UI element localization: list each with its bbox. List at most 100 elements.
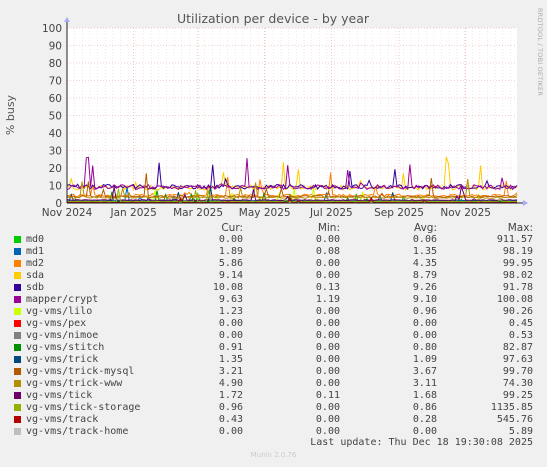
legend-swatch bbox=[14, 356, 21, 363]
legend-max-value: 74.30 bbox=[502, 378, 533, 389]
header-min: Min: bbox=[317, 222, 340, 234]
legend-row: vg-vms/stitch 0.91 0.00 0.80 82.87 bbox=[0, 342, 547, 354]
legend-avg-value: 0.80 bbox=[412, 342, 437, 353]
legend-max-value: 1135.85 bbox=[490, 402, 533, 413]
legend-max-value: 0.45 bbox=[508, 318, 533, 329]
legend-min-value: 0.00 bbox=[315, 402, 340, 413]
legend-swatch bbox=[14, 344, 21, 351]
legend-row: vg-vms/trick 1.35 0.00 1.09 97.63 bbox=[0, 354, 547, 366]
y-tick-label: 60 bbox=[49, 93, 62, 105]
legend-min-value: 0.00 bbox=[315, 270, 340, 281]
legend-min-value: 0.00 bbox=[315, 378, 340, 389]
legend-label: vg-vms/tick bbox=[26, 390, 93, 401]
legend-cur-value: 1.35 bbox=[218, 354, 243, 365]
legend-avg-value: 0.28 bbox=[412, 414, 437, 425]
legend-row: vg-vms/track-home 0.00 0.00 0.00 5.89 bbox=[0, 426, 547, 438]
legend-min-value: 0.00 bbox=[315, 414, 340, 425]
header-cur: Cur: bbox=[221, 222, 243, 234]
legend-label: vg-vms/track bbox=[26, 414, 99, 425]
legend-swatch bbox=[14, 320, 21, 327]
series-line-mapper-crypt bbox=[66, 156, 518, 191]
y-ticks: 0 10 20 30 40 50 60 70 80 90 100 bbox=[42, 23, 62, 210]
munin-version: Munin 2.0.76 bbox=[250, 451, 297, 459]
legend-min-value: 0.00 bbox=[315, 258, 340, 269]
legend-min-value: 0.00 bbox=[315, 354, 340, 365]
legend-cur-value: 1.23 bbox=[218, 306, 243, 317]
legend-swatch bbox=[14, 416, 21, 423]
legend-swatch bbox=[14, 404, 21, 411]
legend-row: vg-vms/track 0.43 0.00 0.28 545.76 bbox=[0, 414, 547, 426]
legend-min-value: 1.19 bbox=[315, 294, 340, 305]
legend-label: md0 bbox=[26, 234, 45, 245]
legend-max-value: 0.53 bbox=[508, 330, 533, 341]
chart-title: Utilization per device - by year bbox=[177, 11, 370, 26]
legend-min-value: 0.00 bbox=[315, 318, 340, 329]
legend-label: vg-vms/pex bbox=[26, 318, 87, 329]
last-update: Last update: Thu Dec 18 19:30:08 2025 bbox=[310, 437, 533, 448]
legend-avg-value: 1.09 bbox=[412, 354, 437, 365]
x-tick-label: May 2025 bbox=[239, 207, 291, 219]
legend-avg-value: 9.10 bbox=[412, 294, 437, 305]
y-tick-label: 80 bbox=[49, 58, 62, 70]
legend-cur-value: 0.00 bbox=[218, 318, 243, 329]
y-tick-label: 40 bbox=[49, 128, 62, 140]
legend-max-value: 98.02 bbox=[502, 270, 533, 281]
legend-row: vg-vms/pex 0.00 0.00 0.00 0.45 bbox=[0, 318, 547, 330]
x-tick-label: Jan 2025 bbox=[110, 207, 157, 219]
legend-cur-value: 9.63 bbox=[218, 294, 243, 305]
legend-max-value: 5.89 bbox=[508, 426, 533, 437]
y-tick-label: 0 bbox=[55, 198, 62, 210]
legend-row: sdb 10.08 0.13 9.26 91.78 bbox=[0, 282, 547, 294]
axes bbox=[64, 17, 528, 206]
legend-min-value: 0.00 bbox=[315, 366, 340, 377]
legend-cur-value: 0.00 bbox=[218, 426, 243, 437]
legend-row: vg-vms/lilo 1.23 0.00 0.96 90.26 bbox=[0, 306, 547, 318]
legend-max-value: 99.70 bbox=[502, 366, 533, 377]
y-tick-label: 20 bbox=[49, 163, 62, 175]
x-tick-label: Nov 2025 bbox=[440, 207, 491, 219]
legend-avg-value: 9.26 bbox=[412, 282, 437, 293]
legend-swatch bbox=[14, 332, 21, 339]
legend-label: vg-vms/trick bbox=[26, 354, 99, 365]
legend-min-value: 0.00 bbox=[315, 426, 340, 437]
legend-avg-value: 4.35 bbox=[412, 258, 437, 269]
legend-avg-value: 3.11 bbox=[412, 378, 437, 389]
legend-cur-value: 4.90 bbox=[218, 378, 243, 389]
legend-min-value: 0.00 bbox=[315, 306, 340, 317]
legend-cur-value: 1.89 bbox=[218, 246, 243, 257]
legend-swatch bbox=[14, 368, 21, 375]
legend-avg-value: 0.00 bbox=[412, 318, 437, 329]
legend-min-value: 0.00 bbox=[315, 342, 340, 353]
legend-cur-value: 5.86 bbox=[218, 258, 243, 269]
legend-swatch bbox=[14, 392, 21, 399]
legend-swatch bbox=[14, 380, 21, 387]
legend-min-value: 0.00 bbox=[315, 330, 340, 341]
header-avg: Avg: bbox=[414, 222, 437, 234]
y-tick-label: 10 bbox=[49, 181, 62, 193]
legend-max-value: 97.63 bbox=[502, 354, 533, 365]
header-max: Max: bbox=[507, 222, 533, 234]
y-tick-label: 90 bbox=[49, 41, 62, 53]
legend-label: md1 bbox=[26, 246, 45, 257]
legend-max-value: 911.57 bbox=[496, 234, 533, 245]
legend-row: vg-vms/trick-mysql 3.21 0.00 3.67 99.70 bbox=[0, 366, 547, 378]
legend-swatch bbox=[14, 428, 21, 435]
legend-cur-value: 0.43 bbox=[218, 414, 243, 425]
legend-label: vg-vms/nimoe bbox=[26, 330, 99, 341]
legend-header: Cur: Min: Avg: Max: bbox=[0, 222, 547, 234]
legend-max-value: 100.08 bbox=[496, 294, 533, 305]
legend-label: vg-vms/track-home bbox=[26, 426, 129, 437]
legend-avg-value: 0.06 bbox=[412, 234, 437, 245]
x-tick-label: Nov 2024 bbox=[42, 207, 93, 219]
chart: Utilization per device - by year % busy … bbox=[4, 8, 544, 219]
legend-row: md0 0.00 0.00 0.06 911.57 bbox=[0, 234, 547, 246]
legend-avg-value: 3.67 bbox=[412, 366, 437, 377]
x-ticks: Nov 2024 Jan 2025 Mar 2025 May 2025 Jul 2025… bbox=[42, 207, 491, 219]
legend-label: vg-vms/tick-storage bbox=[26, 402, 141, 413]
y-tick-label: 70 bbox=[49, 76, 62, 88]
legend-label: vg-vms/trick-www bbox=[26, 378, 123, 389]
legend-avg-value: 1.35 bbox=[412, 246, 437, 257]
legend-swatch bbox=[14, 296, 21, 303]
legend-avg-value: 1.68 bbox=[412, 390, 437, 401]
x-axis-arrow bbox=[523, 200, 528, 206]
